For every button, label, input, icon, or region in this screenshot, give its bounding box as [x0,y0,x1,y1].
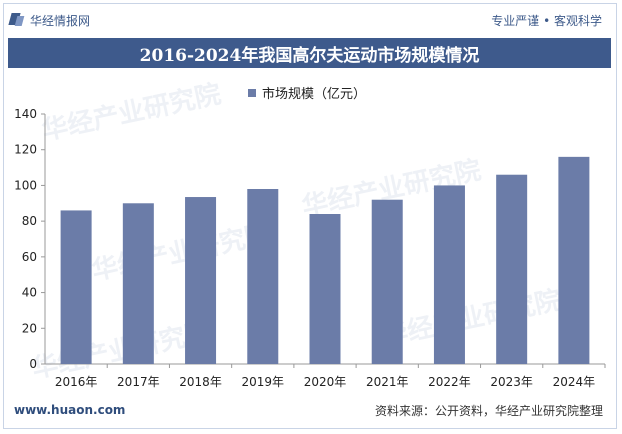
footer-source: 资料来源：公开资料，华经产业研究院整理 [374,403,603,418]
bar [60,210,92,364]
y-tick-label: 140 [14,107,37,121]
title-bar: 2016-2024年我国高尔夫运动市场规模情况 [8,38,611,68]
x-tick-label: 2018年 [179,375,222,389]
x-tick-label: 2020年 [304,375,347,389]
bar [247,189,279,364]
x-tick-label: 2023年 [490,375,533,389]
x-tick-label: 2019年 [242,375,285,389]
footer-url[interactable]: www.huaon.com [14,403,126,417]
x-tick-label: 2024年 [553,375,596,389]
x-tick-label: 2016年 [55,375,98,389]
legend-swatch [248,88,256,97]
bar [433,185,465,364]
x-tick-label: 2017年 [117,375,160,389]
y-tick-label: 100 [14,178,37,192]
bar [558,156,590,364]
bar [309,214,341,364]
bar [122,203,154,364]
slogan: 专业严谨 • 客观科学 [491,13,602,28]
y-tick-label: 20 [22,321,37,335]
bar [496,174,528,364]
x-tick-label: 2021年 [366,375,409,389]
y-tick-label: 80 [22,214,37,228]
footer: www.huaon.com 资料来源：公开资料，华经产业研究院整理 [8,398,611,422]
bar [371,199,403,364]
brand-name: 华经情报网 [30,13,91,28]
brand[interactable]: 华经情报网 [8,12,90,29]
y-tick-label: 0 [29,357,37,371]
legend-label: 市场规模（亿元） [262,87,367,102]
y-tick-label: 40 [22,286,37,300]
bar [185,197,217,364]
legend: 市场规模（亿元） [248,83,366,102]
header-bar: 华经情报网 专业严谨 • 客观科学 [8,6,614,34]
chart-title: 2016-2024年我国高尔夫运动市场规模情况 [139,45,480,66]
y-tick-label: 120 [14,143,37,157]
x-tick-label: 2022年 [428,375,471,389]
y-tick-label: 60 [22,250,37,264]
